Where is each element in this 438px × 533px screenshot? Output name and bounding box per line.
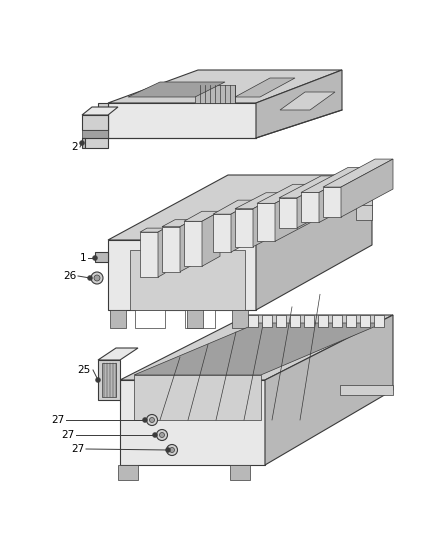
Polygon shape [108, 240, 256, 310]
Polygon shape [120, 380, 265, 465]
Polygon shape [265, 315, 393, 465]
Polygon shape [120, 315, 393, 380]
Polygon shape [253, 193, 284, 247]
Text: 27: 27 [51, 415, 64, 425]
Polygon shape [82, 130, 108, 138]
Polygon shape [297, 176, 339, 228]
Polygon shape [98, 348, 138, 360]
Polygon shape [118, 465, 138, 480]
Polygon shape [301, 167, 366, 192]
Polygon shape [290, 315, 300, 327]
Text: 26: 26 [63, 271, 76, 281]
Polygon shape [340, 385, 393, 395]
Polygon shape [323, 187, 341, 217]
Circle shape [146, 415, 158, 425]
Polygon shape [231, 200, 256, 252]
Polygon shape [304, 315, 314, 327]
Polygon shape [162, 220, 193, 227]
Circle shape [92, 255, 98, 261]
Polygon shape [184, 221, 202, 266]
Polygon shape [232, 310, 248, 328]
Polygon shape [140, 232, 158, 277]
Circle shape [88, 276, 92, 280]
Polygon shape [374, 315, 384, 327]
Polygon shape [180, 220, 193, 272]
Circle shape [95, 377, 100, 383]
Polygon shape [262, 315, 272, 327]
Text: 2: 2 [71, 142, 78, 152]
Text: 1: 1 [79, 253, 86, 263]
Polygon shape [323, 159, 393, 187]
Text: 27: 27 [61, 430, 74, 440]
Circle shape [149, 417, 155, 423]
Polygon shape [82, 107, 118, 115]
Polygon shape [108, 175, 372, 240]
Circle shape [159, 432, 165, 438]
Circle shape [170, 448, 174, 453]
Polygon shape [257, 203, 275, 241]
Polygon shape [82, 115, 108, 130]
Polygon shape [280, 92, 335, 110]
Polygon shape [360, 315, 370, 327]
Polygon shape [82, 138, 85, 148]
Circle shape [156, 430, 167, 440]
Circle shape [152, 432, 158, 438]
Polygon shape [110, 310, 126, 328]
Polygon shape [213, 200, 256, 214]
Polygon shape [82, 138, 108, 148]
Circle shape [80, 141, 85, 146]
Circle shape [166, 445, 177, 456]
Polygon shape [162, 227, 180, 272]
Polygon shape [134, 323, 383, 375]
Polygon shape [332, 315, 342, 327]
Polygon shape [256, 70, 342, 138]
Polygon shape [279, 198, 297, 228]
Polygon shape [195, 85, 235, 103]
Polygon shape [185, 310, 215, 328]
Polygon shape [235, 209, 253, 247]
Polygon shape [95, 252, 108, 262]
Polygon shape [108, 103, 256, 138]
Circle shape [142, 417, 148, 423]
Polygon shape [140, 228, 165, 232]
Polygon shape [202, 211, 220, 266]
Polygon shape [356, 175, 372, 220]
Polygon shape [130, 250, 245, 310]
Polygon shape [248, 315, 258, 327]
Polygon shape [213, 214, 231, 252]
Text: 27: 27 [71, 444, 84, 454]
Polygon shape [346, 315, 356, 327]
Polygon shape [108, 70, 342, 103]
Polygon shape [256, 175, 372, 310]
Polygon shape [135, 310, 165, 328]
Polygon shape [134, 375, 261, 420]
Polygon shape [318, 315, 328, 327]
Circle shape [94, 275, 100, 281]
Polygon shape [187, 310, 203, 328]
Polygon shape [235, 78, 295, 97]
Polygon shape [98, 360, 120, 400]
Polygon shape [230, 465, 250, 480]
Polygon shape [275, 184, 311, 241]
Polygon shape [184, 211, 220, 221]
Polygon shape [128, 82, 225, 97]
Polygon shape [257, 184, 311, 203]
Circle shape [91, 272, 103, 284]
Polygon shape [158, 228, 165, 277]
Polygon shape [301, 192, 319, 222]
Polygon shape [341, 159, 393, 217]
Polygon shape [276, 315, 286, 327]
Polygon shape [235, 193, 284, 209]
Circle shape [166, 448, 170, 453]
Polygon shape [102, 363, 116, 397]
Polygon shape [98, 103, 108, 138]
Polygon shape [319, 167, 366, 222]
Polygon shape [279, 176, 339, 198]
Text: 25: 25 [78, 365, 91, 375]
